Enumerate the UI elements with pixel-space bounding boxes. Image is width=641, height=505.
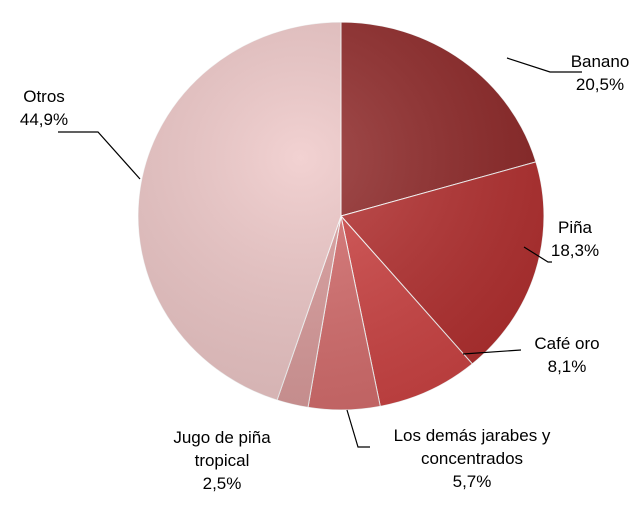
slice-label: Jugo de piña tropical 2,5%	[148, 426, 296, 495]
slice-label: Otros 44,9%	[0, 85, 88, 131]
slice-label: Banano 20,5%	[545, 50, 641, 96]
category-label: Piña	[557, 218, 593, 237]
category-label: Los demás jarabes y concentrados	[393, 426, 551, 468]
category-label: Banano	[570, 52, 630, 71]
slice-label: Café oro 8,1%	[512, 332, 622, 378]
leader-line	[346, 409, 370, 448]
value-label: 18,3%	[550, 241, 600, 260]
value-label: 5,7%	[452, 472, 492, 491]
leader-line	[58, 131, 141, 180]
leader-line	[462, 349, 522, 355]
value-label: 20,5%	[575, 75, 625, 94]
leader-line	[506, 57, 582, 73]
category-label: Jugo de piña tropical	[173, 428, 271, 470]
leader-lines	[58, 57, 582, 448]
pie	[137, 21, 545, 411]
value-label: 44,9%	[19, 110, 69, 129]
value-label: 2,5%	[202, 474, 242, 493]
value-label: 8,1%	[547, 357, 587, 376]
slice-label: Los demás jarabes y concentrados 5,7%	[362, 424, 582, 493]
slice-label: Piña 18,3%	[520, 216, 630, 262]
category-label: Café oro	[534, 334, 600, 353]
leader-line	[523, 246, 552, 263]
category-label: Otros	[23, 87, 65, 106]
